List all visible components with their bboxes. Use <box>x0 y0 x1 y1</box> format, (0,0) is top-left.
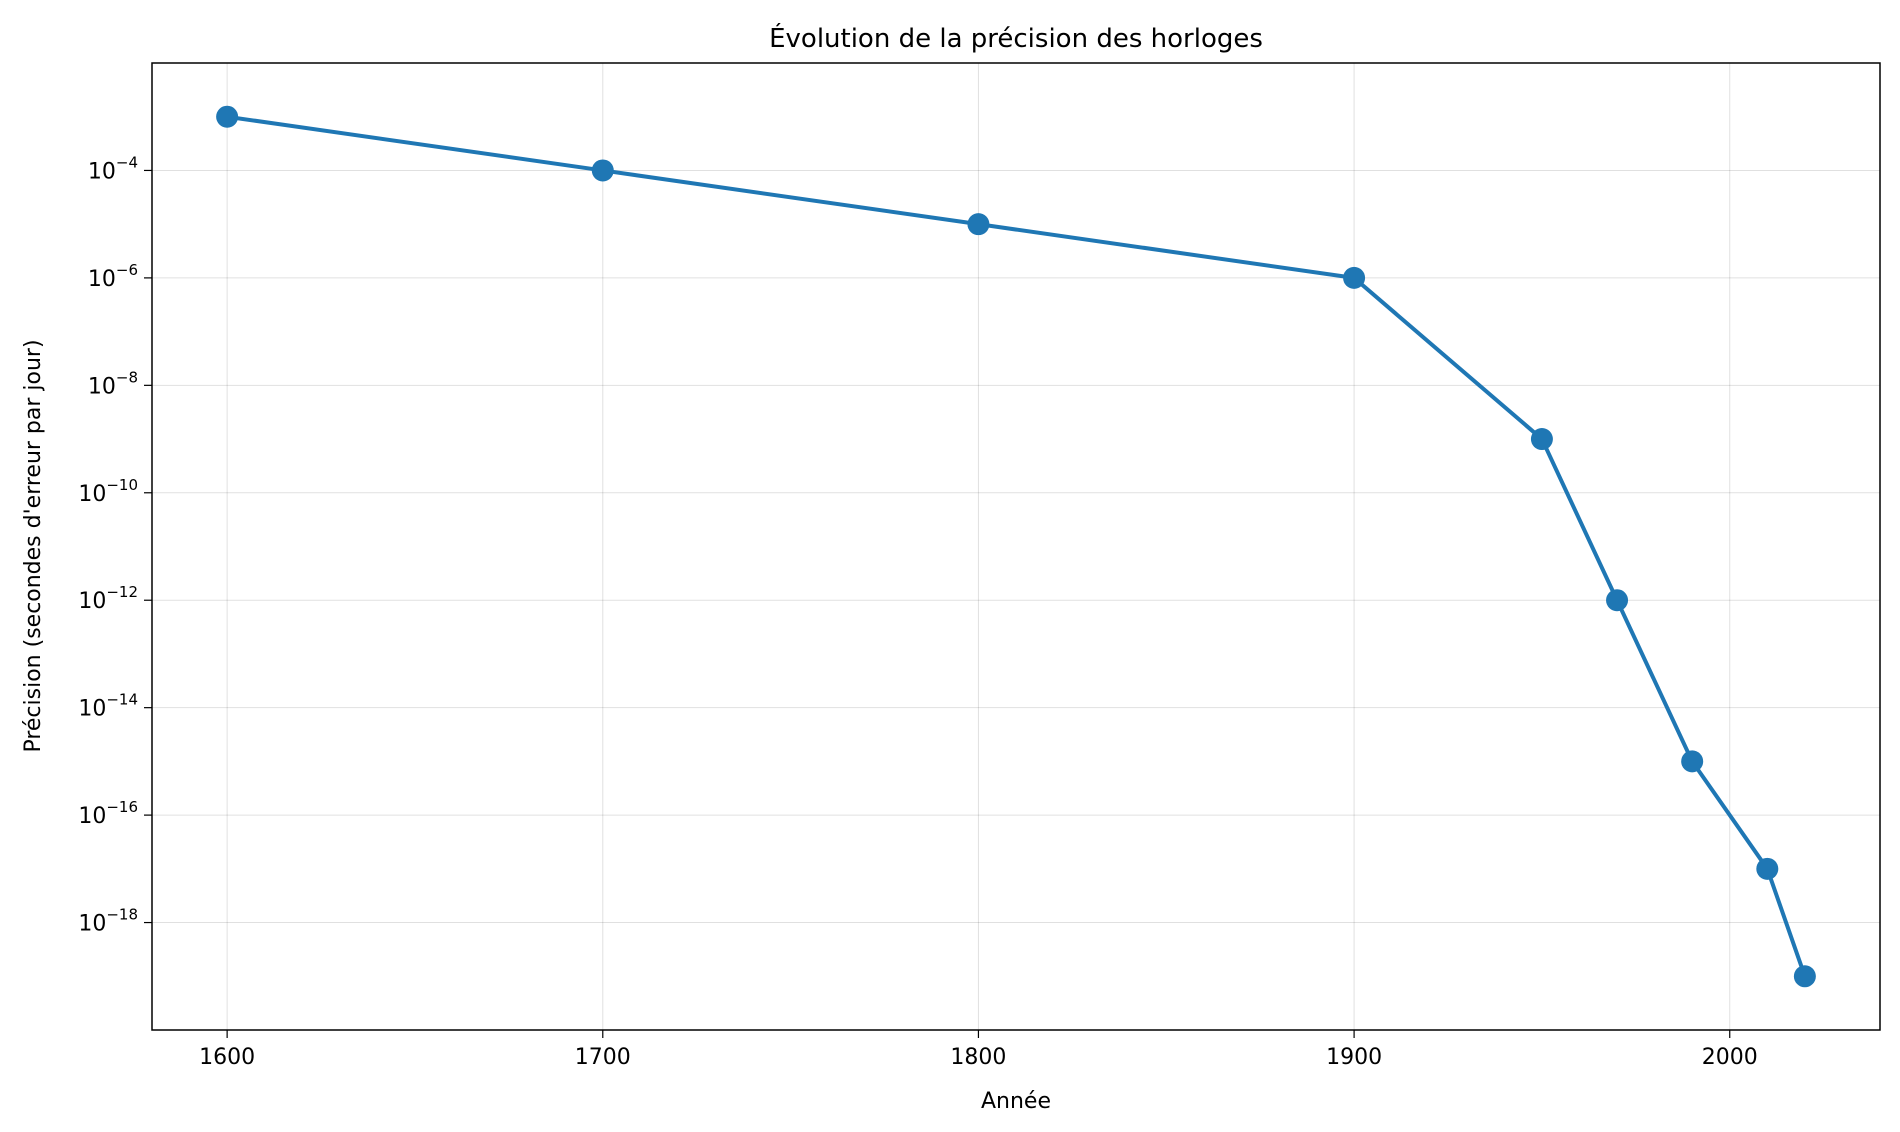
plot-area <box>151 62 1881 1031</box>
x-tick-label: 1800 <box>950 1045 1006 1070</box>
data-point <box>1606 589 1629 612</box>
series-line <box>226 114 1807 977</box>
y-tick-label: 10−4 <box>88 153 138 184</box>
y-tick-label: 10−8 <box>88 368 138 399</box>
x-axis-label: Année <box>981 1089 1051 1114</box>
data-point <box>1756 857 1779 880</box>
y-tick-label: 10−6 <box>88 261 138 292</box>
axis-ticks: 1600 1700 1800 1900 2000 10−4 10−6 10−8 10−10 10−… <box>78 153 1757 1070</box>
data-point <box>967 213 990 236</box>
y-axis-label: Précision (secondes d'erreur par jour) <box>21 339 46 752</box>
grid <box>152 63 1880 1030</box>
series <box>216 105 1816 988</box>
y-tick-label: 10−16 <box>78 798 138 829</box>
data-point <box>1343 266 1366 289</box>
chart-title: Évolution de la précision des horloges <box>769 22 1263 54</box>
data-point <box>216 105 239 128</box>
y-tick-label: 10−12 <box>78 583 138 614</box>
x-tick-label: 2000 <box>1702 1045 1758 1070</box>
x-tick-label: 1600 <box>199 1045 255 1070</box>
data-point <box>591 159 614 182</box>
x-tick-label: 1700 <box>575 1045 631 1070</box>
data-point <box>1681 750 1704 773</box>
data-point <box>1530 428 1553 451</box>
y-tick-label: 10−14 <box>78 691 138 722</box>
y-tick-label: 10−18 <box>78 906 138 937</box>
data-point <box>1793 965 1816 988</box>
y-tick-label: 10−10 <box>78 476 138 507</box>
x-tick-label: 1900 <box>1326 1045 1382 1070</box>
